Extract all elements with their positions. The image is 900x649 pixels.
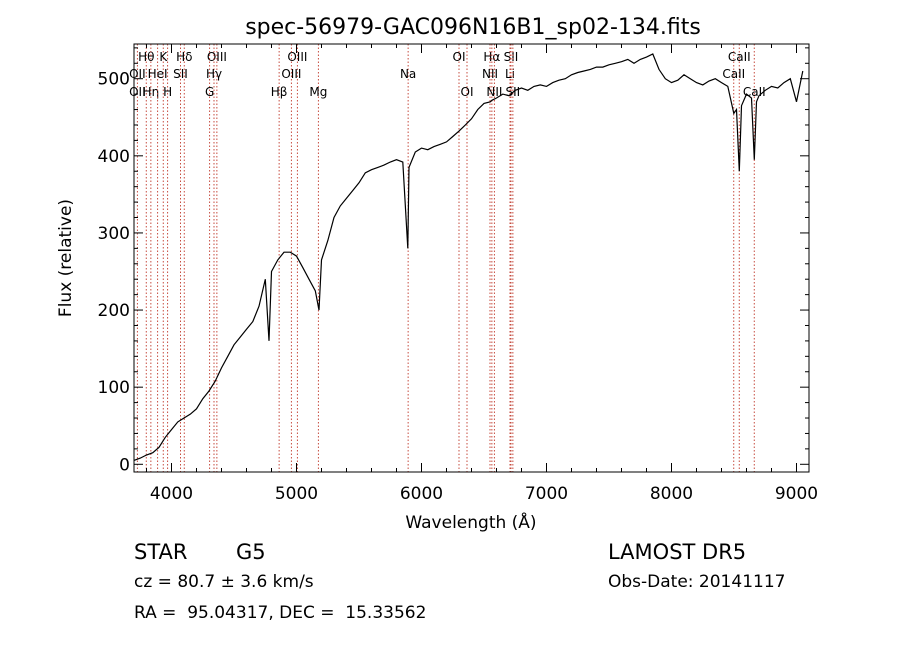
x-tick-label: 8000 xyxy=(650,484,693,504)
marker-label: OIII xyxy=(281,67,301,81)
survey-name: LAMOST DR5 xyxy=(608,540,747,564)
y-tick-label: 400 xyxy=(98,147,130,167)
marker-label: HeI xyxy=(148,67,168,81)
marker-label: CaII xyxy=(728,50,751,64)
y-tick-label: 500 xyxy=(98,70,130,90)
x-tick-label: 9000 xyxy=(775,484,818,504)
marker-label: Hη xyxy=(143,85,160,99)
x-axis-label: Wavelength (Å) xyxy=(405,511,536,533)
x-axis: 4000 5000 6000 7000 8000 9000 xyxy=(146,44,818,504)
marker-label: Hγ xyxy=(206,67,222,81)
marker-label: H xyxy=(163,85,172,99)
marker-label: SII xyxy=(504,50,519,64)
marker-label: Hα xyxy=(483,50,500,64)
marker-label: G xyxy=(205,85,214,99)
chart-title: spec-56979-GAC096N16B1_sp02-134.fits xyxy=(245,15,701,40)
y-tick-label: 200 xyxy=(98,301,130,321)
marker-label: SII xyxy=(173,67,188,81)
marker-label: Hδ xyxy=(176,50,192,64)
marker-label: OIII xyxy=(287,50,307,64)
y-tick-label: 100 xyxy=(98,378,130,398)
marker-label: Hθ xyxy=(138,50,154,64)
y-axis: 0 100 200 300 400 500 xyxy=(98,47,809,475)
marker-label: NII xyxy=(482,67,498,81)
subclass: G5 xyxy=(236,540,266,564)
object-class: STAR xyxy=(134,540,188,564)
y-axis-label: Flux (relative) xyxy=(56,199,76,317)
coordinates: RA = 95.04317, DEC = 15.33562 xyxy=(134,603,427,623)
marker-label: Na xyxy=(400,67,416,81)
marker-label: Li xyxy=(505,67,515,81)
spectrum-line xyxy=(133,53,804,461)
x-tick-label: 6000 xyxy=(400,484,443,504)
y-tick-label: 300 xyxy=(98,224,130,244)
marker-label: OI xyxy=(461,85,474,99)
y-tick-label: 0 xyxy=(119,455,130,475)
marker-label: OIII xyxy=(207,50,227,64)
marker-label: Mg xyxy=(309,85,327,99)
marker-label: NII xyxy=(486,85,502,99)
marker-label: K xyxy=(159,50,168,64)
x-tick-label: 5000 xyxy=(275,484,318,504)
observation-date: Obs-Date: 20141117 xyxy=(608,572,786,592)
marker-label: OI xyxy=(453,50,466,64)
marker-label: Hβ xyxy=(271,85,288,99)
marker-label: CaII xyxy=(722,67,745,81)
marker-label: OII xyxy=(129,67,146,81)
redshift-velocity: cz = 80.7 ± 3.6 km/s xyxy=(134,572,314,592)
x-tick-label: 4000 xyxy=(150,484,193,504)
x-tick-label: 7000 xyxy=(525,484,568,504)
marker-label: CaII xyxy=(743,85,766,99)
plot-frame xyxy=(133,43,810,473)
marker-label: OII xyxy=(129,85,146,99)
